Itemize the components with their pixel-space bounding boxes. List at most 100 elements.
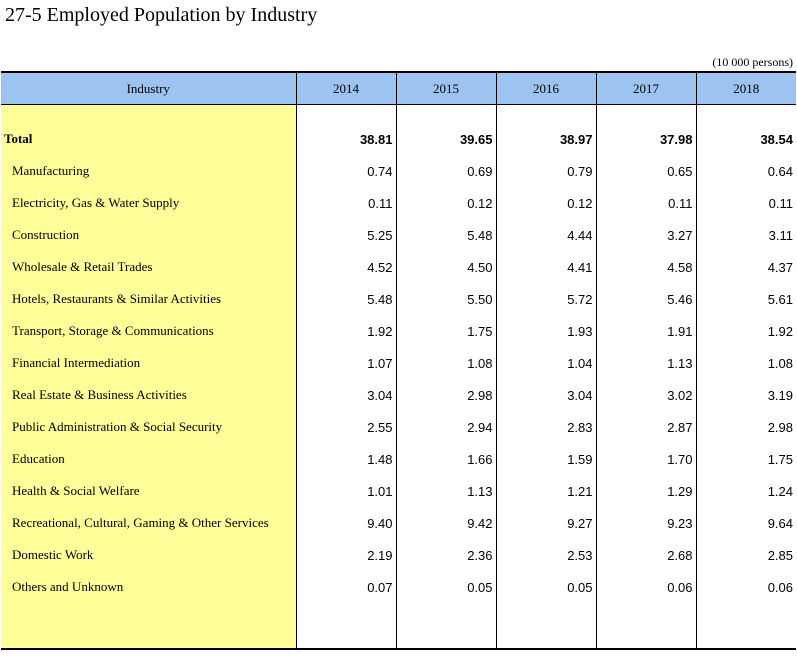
- cell-value: 1.24: [695, 475, 796, 507]
- cell-value: 9.64: [695, 507, 796, 539]
- cell-value: 4.44: [495, 219, 596, 251]
- cell-value: 4.58: [595, 251, 696, 283]
- table-row: Hotels, Restaurants & Similar Activities…: [1, 283, 796, 315]
- row-label: Recreational, Cultural, Gaming & Other S…: [1, 507, 296, 539]
- cell-value: 2.85: [695, 539, 796, 571]
- cell-value: 37.98: [595, 123, 696, 155]
- header-year: 2018: [695, 71, 796, 105]
- cell-value: 5.46: [595, 283, 696, 315]
- cell-value: 9.40: [295, 507, 396, 539]
- cell-value: 2.55: [295, 411, 396, 443]
- cell-value: 1.21: [495, 475, 596, 507]
- cell-value: 0.79: [495, 155, 596, 187]
- cell-value: 4.37: [695, 251, 796, 283]
- cell-value: 3.04: [495, 379, 596, 411]
- row-label: Education: [1, 443, 296, 475]
- cell-value: 0.05: [495, 571, 596, 603]
- cell-value: 0.11: [295, 187, 396, 219]
- cell-value: 2.87: [595, 411, 696, 443]
- row-label: Hotels, Restaurants & Similar Activities: [1, 283, 296, 315]
- row-label: Manufacturing: [1, 155, 296, 187]
- header-year: 2015: [395, 71, 496, 105]
- cell-value: 5.50: [395, 283, 496, 315]
- cell-value: 2.19: [295, 539, 396, 571]
- row-label: Construction: [1, 219, 296, 251]
- cell-value: 2.68: [595, 539, 696, 571]
- cell-value: 1.92: [295, 315, 396, 347]
- cell-value: 38.81: [295, 123, 396, 155]
- cell-value: 2.83: [495, 411, 596, 443]
- row-label: Public Administration & Social Security: [1, 411, 296, 443]
- header-industry: Industry: [1, 71, 296, 105]
- cell-value: 0.69: [395, 155, 496, 187]
- cell-value: 5.48: [295, 283, 396, 315]
- row-label: Real Estate & Business Activities: [1, 379, 296, 411]
- table-row: Education 1.48 1.66 1.59 1.70 1.75: [1, 443, 796, 475]
- cell-value: 0.65: [595, 155, 696, 187]
- table-row: Manufacturing 0.74 0.69 0.79 0.65 0.64: [1, 155, 796, 187]
- row-label: Electricity, Gas & Water Supply: [1, 187, 296, 219]
- header-row: Industry 2014 2015 2016 2017 2018: [1, 71, 796, 105]
- row-label: Transport, Storage & Communications: [1, 315, 296, 347]
- table-end-row: [1, 603, 796, 650]
- page-title: 27-5 Employed Population by Industry: [5, 4, 318, 26]
- cell-value: 0.11: [595, 187, 696, 219]
- cell-value: 0.12: [395, 187, 496, 219]
- cell-value: 1.70: [595, 443, 696, 475]
- cell-value: 9.23: [595, 507, 696, 539]
- cell-value: 38.97: [495, 123, 596, 155]
- cell-value: 0.06: [595, 571, 696, 603]
- table-row: Health & Social Welfare 1.01 1.13 1.21 1.29 1…: [1, 475, 796, 507]
- cell-value: 0.74: [295, 155, 396, 187]
- row-label: Domestic Work: [1, 539, 296, 571]
- cell-value: 5.61: [695, 283, 796, 315]
- cell-value: 1.92: [695, 315, 796, 347]
- row-label: Wholesale & Retail Trades: [1, 251, 296, 283]
- table-row: Recreational, Cultural, Gaming & Other S…: [1, 507, 796, 539]
- cell-value: 1.01: [295, 475, 396, 507]
- cell-value: 2.94: [395, 411, 496, 443]
- cell-value: 9.27: [495, 507, 596, 539]
- cell-value: 2.98: [695, 411, 796, 443]
- table-row: Construction 5.25 5.48 4.44 3.27 3.11: [1, 219, 796, 251]
- cell-value: 2.36: [395, 539, 496, 571]
- cell-value: 38.54: [695, 123, 796, 155]
- cell-value: 1.75: [395, 315, 496, 347]
- cell-value: 1.29: [595, 475, 696, 507]
- row-label: Health & Social Welfare: [1, 475, 296, 507]
- row-label: Financial Intermediation: [1, 347, 296, 379]
- cell-value: 1.13: [595, 347, 696, 379]
- cell-value: 1.48: [295, 443, 396, 475]
- cell-value: 4.52: [295, 251, 396, 283]
- total-row: Total 38.81 39.65 38.97 37.98 38.54: [1, 123, 796, 155]
- cell-value: 1.91: [595, 315, 696, 347]
- table-row: Financial Intermediation 1.07 1.08 1.04 1.13…: [1, 347, 796, 379]
- cell-value: 1.04: [495, 347, 596, 379]
- cell-value: 0.12: [495, 187, 596, 219]
- cell-value: 39.65: [395, 123, 496, 155]
- cell-value: 1.07: [295, 347, 396, 379]
- row-label: Total: [1, 123, 296, 155]
- unit-label: (10 000 persons): [712, 55, 793, 69]
- cell-value: 2.98: [395, 379, 496, 411]
- table-row: Transport, Storage & Communications 1.92 1…: [1, 315, 796, 347]
- cell-value: 3.19: [695, 379, 796, 411]
- cell-value: 2.53: [495, 539, 596, 571]
- header-year: 2017: [595, 71, 696, 105]
- cell-value: 1.59: [495, 443, 596, 475]
- cell-value: 3.27: [595, 219, 696, 251]
- cell-value: 1.75: [695, 443, 796, 475]
- cell-value: 5.48: [395, 219, 496, 251]
- employment-table: Industry 2014 2015 2016 2017 2018 Total …: [1, 71, 796, 650]
- table-row: Electricity, Gas & Water Supply 0.11 0.12 0…: [1, 187, 796, 219]
- cell-value: 1.93: [495, 315, 596, 347]
- table-row: Public Administration & Social Security 2…: [1, 411, 796, 443]
- cell-value: 0.64: [695, 155, 796, 187]
- cell-value: 3.02: [595, 379, 696, 411]
- cell-value: 1.08: [395, 347, 496, 379]
- cell-value: 4.41: [495, 251, 596, 283]
- table-row: Wholesale & Retail Trades 4.52 4.50 4.41 4.5…: [1, 251, 796, 283]
- cell-value: 9.42: [395, 507, 496, 539]
- cell-value: 0.05: [395, 571, 496, 603]
- spacer-row: [1, 104, 796, 123]
